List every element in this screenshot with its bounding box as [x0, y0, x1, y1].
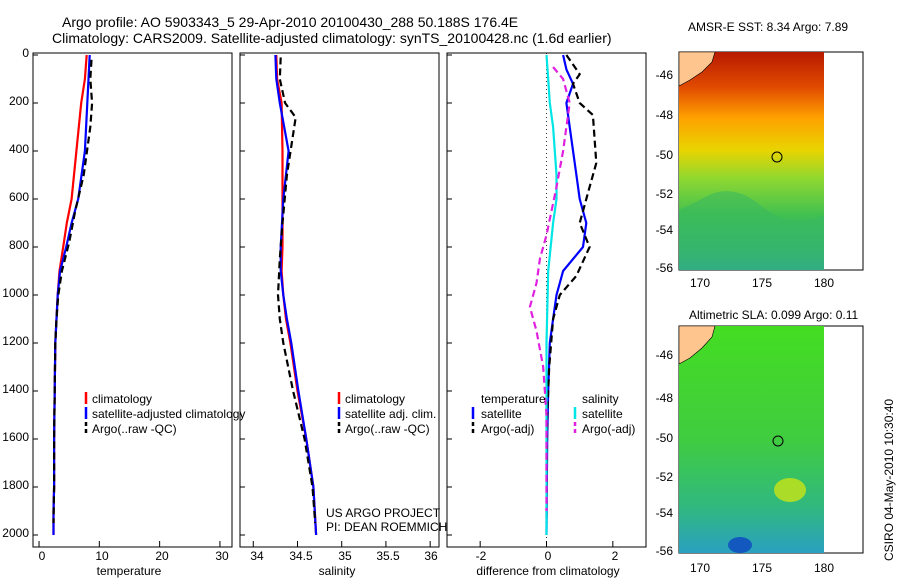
sst-ytick-48: -48	[656, 108, 674, 122]
title-line1: Argo profile: AO 5903343_5 29-Apr-2010 2…	[62, 14, 518, 30]
difference-tick-labels: -2 0 2	[476, 549, 619, 563]
sla-ytick-50: -50	[656, 431, 674, 445]
difference-xlabel: difference from climatology	[476, 564, 619, 578]
sla-x-ticks: 170 175 180	[690, 561, 834, 575]
sla-map	[678, 325, 864, 554]
depth-tick-0: 0	[22, 46, 29, 60]
sst-map	[678, 51, 864, 271]
sal-tick-35-5: 35.5	[376, 549, 400, 563]
legend-satellite-label: satellite-adjusted climatology	[92, 407, 245, 421]
sst-ytick-54: -54	[656, 223, 674, 237]
sal-tick-34: 34	[250, 549, 264, 563]
depth-tick-labels: 0 200 400 600 800 1000 1200 1400 1600 18…	[2, 46, 29, 540]
sla-ytick-48: -48	[656, 391, 674, 405]
temperature-tick-labels: 0 10 20 30	[39, 549, 229, 563]
salinity-legend: climatology satellite adj. clim. Argo(..…	[337, 392, 436, 436]
sla-xtick-170: 170	[690, 561, 710, 575]
sla-ytick-46: -46	[656, 348, 674, 362]
difference-legend: temperature satellite Argo(-adj) salinit…	[471, 392, 635, 436]
sal-legend-satellite-label: satellite adj. clim.	[345, 407, 436, 421]
legend-argo-label: Argo(..raw -QC)	[92, 422, 177, 436]
sla-float-marker	[772, 435, 784, 447]
diff-tick-minus2: -2	[476, 549, 487, 563]
sla-xtick-175: 175	[752, 561, 772, 575]
diff-tick-0: 0	[545, 549, 552, 563]
sst-y-ticks: -46 -48 -50 -52 -54 -56	[656, 68, 674, 275]
sst-ytick-56: -56	[656, 261, 674, 275]
temp-tick-20: 20	[155, 549, 169, 563]
sst-land-icon	[678, 51, 716, 87]
sst-xtick-175: 175	[752, 276, 772, 290]
temp-tick-10: 10	[95, 549, 109, 563]
sal-tick-36: 36	[424, 549, 438, 563]
depth-tick-200: 200	[9, 94, 29, 108]
sla-high-patch	[774, 478, 806, 502]
salinity-series-1	[274, 54, 318, 536]
sst-ytick-50: -50	[656, 148, 674, 162]
sal-tick-35: 35	[338, 549, 352, 563]
temperature-xlabel: temperature	[97, 564, 162, 578]
diff-legend-temp-argo-label: Argo(-adj)	[481, 422, 534, 436]
depth-tick-400: 400	[9, 142, 29, 156]
title-line2: Climatology: CARS2009. Satellite-adjuste…	[52, 30, 612, 46]
sal-tick-34-5: 34.5	[289, 549, 313, 563]
project-line1: US ARGO PROJECT	[326, 506, 441, 520]
sla-low-patch	[728, 537, 752, 553]
temperature-panel	[32, 52, 233, 548]
diff-legend-sal-argo-label: Argo(-adj)	[582, 422, 635, 436]
sal-legend-climatology-label: climatology	[345, 392, 405, 406]
diff-tick-2: 2	[612, 549, 619, 563]
project-line2: PI: DEAN ROEMMICH	[326, 520, 447, 534]
depth-tick-1800: 1800	[2, 478, 29, 492]
depth-tick-1600: 1600	[2, 430, 29, 444]
sla-ytick-52: -52	[656, 470, 674, 484]
depth-tick-2000: 2000	[2, 526, 29, 540]
salinity-series-2	[276, 57, 317, 524]
sla-y-ticks: -46 -48 -50 -52 -54 -56	[656, 348, 674, 558]
depth-tick-600: 600	[9, 190, 29, 204]
temp-tick-0: 0	[39, 549, 46, 563]
sal-legend-argo-label: Argo(..raw -QC)	[345, 422, 430, 436]
depth-tick-1400: 1400	[2, 382, 29, 396]
sst-x-ticks: 170 175 180	[690, 276, 834, 290]
difference-series-1	[545, 54, 598, 524]
timestamp: CSIRO 04-May-2010 10:30:40	[882, 399, 896, 561]
salinity-panel	[239, 52, 440, 548]
difference-series-3	[528, 66, 571, 511]
sst-float-marker	[771, 151, 783, 163]
series-layer	[52, 53, 598, 547]
sla-xtick-180: 180	[814, 561, 834, 575]
depth-tick-800: 800	[9, 238, 29, 252]
salinity-tick-labels: 34 34.5 35 35.5 36	[250, 549, 438, 563]
salinity-xlabel: salinity	[319, 564, 356, 578]
sst-xtick-170: 170	[690, 276, 710, 290]
sla-map-title: Altimetric SLA: 0.099 Argo: 0.11	[689, 308, 859, 322]
sst-ytick-52: -52	[656, 187, 674, 201]
diff-legend-temp-sat-label: satellite	[481, 407, 522, 421]
sst-ytick-46: -46	[656, 68, 674, 82]
temperature-series-2	[52, 59, 94, 524]
temperature-series-1	[52, 54, 91, 535]
diff-legend-sal-sat-label: satellite	[582, 407, 623, 421]
temperature-legend: climatology satellite-adjusted climatolo…	[84, 392, 245, 436]
diff-legend-temperature-heading: temperature	[481, 392, 546, 406]
ticks-layer	[33, 54, 614, 547]
sst-cool-patch	[679, 191, 824, 270]
diff-legend-salinity-heading: salinity	[582, 392, 619, 406]
depth-tick-1000: 1000	[2, 286, 29, 300]
sla-land-icon	[678, 325, 716, 365]
depth-tick-1200: 1200	[2, 334, 29, 348]
sst-map-title: AMSR-E SST: 8.34 Argo: 7.89	[688, 20, 848, 34]
sst-xtick-180: 180	[814, 276, 834, 290]
sla-field	[679, 326, 824, 553]
sla-ytick-56: -56	[656, 544, 674, 558]
temp-tick-30: 30	[215, 549, 229, 563]
legend-climatology-label: climatology	[92, 392, 152, 406]
sla-ytick-54: -54	[656, 506, 674, 520]
